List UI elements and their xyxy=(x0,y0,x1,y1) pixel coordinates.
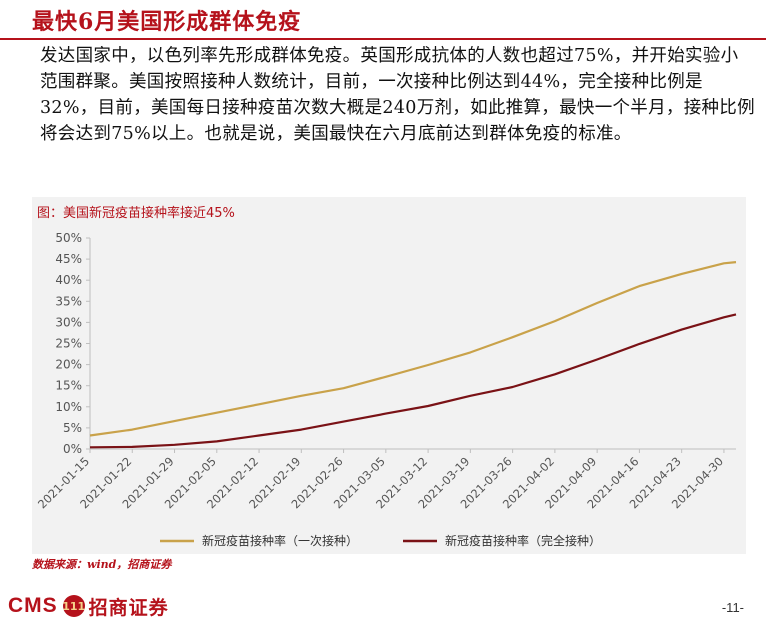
y-tick-label: 10% xyxy=(55,400,82,414)
company-logo: CMS 111 招商证券 xyxy=(8,593,169,619)
logo-cms-text: CMS xyxy=(8,594,58,617)
y-tick-label: 50% xyxy=(55,231,82,245)
body-paragraph: 发达国家中，以色列率先形成群体免疫。英国形成抗体的人数也超过75%，并开始实验小… xyxy=(40,46,755,144)
y-tick-label: 25% xyxy=(55,337,82,351)
y-tick-label: 40% xyxy=(55,273,82,287)
title-divider xyxy=(0,38,766,40)
y-tick-label: 20% xyxy=(55,358,82,372)
y-tick-label: 35% xyxy=(55,294,82,308)
series-line-1 xyxy=(89,261,737,437)
y-tick-label: 30% xyxy=(55,315,82,329)
page-number: -11- xyxy=(721,600,744,615)
data-source-note: 数据来源：wind，招商证券 xyxy=(32,558,172,571)
chart-title: 图：美国新冠疫苗接种率接近45% xyxy=(37,206,235,221)
y-tick-label: 45% xyxy=(55,252,82,266)
legend-label-1: 新冠疫苗接种率（一次接种） xyxy=(202,533,358,548)
y-tick-label: 0% xyxy=(63,442,82,456)
y-tick-label: 15% xyxy=(55,379,82,393)
logo-company-name: 招商证券 xyxy=(88,596,169,619)
page-title: 最快6月美国形成群体免疫 xyxy=(32,9,302,35)
logo-emblem-icon: 111 xyxy=(62,595,85,617)
series-line-2 xyxy=(89,313,737,449)
legend-label-2: 新冠疫苗接种率（完全接种） xyxy=(445,533,601,548)
y-tick-label: 5% xyxy=(63,421,82,435)
